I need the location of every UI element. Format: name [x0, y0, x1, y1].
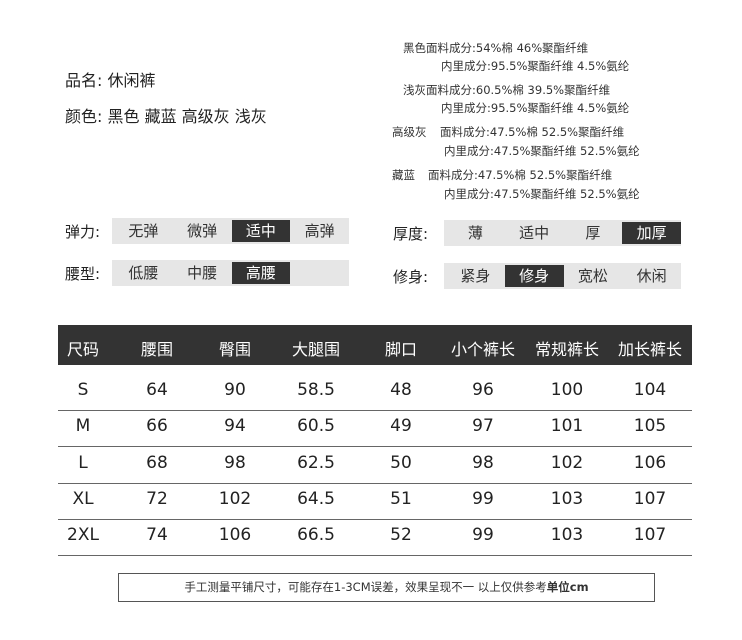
- attribute-option: 薄: [467, 224, 483, 242]
- composition-lining: 内里成分:47.5%聚酯纤维 52.5%氨纶: [444, 187, 640, 201]
- attribute-options: 紧身 修身 宽松 休闲: [444, 263, 681, 289]
- column-header: 尺码: [66, 340, 100, 359]
- product-name: 品名: 休闲裤: [65, 67, 156, 91]
- table-cell: 100: [550, 380, 584, 400]
- column-header: 小个裤长: [450, 340, 516, 359]
- table-cell: 68: [146, 452, 168, 473]
- column-header: 臀围: [218, 340, 252, 359]
- table-cell: 104: [633, 380, 667, 400]
- composition-outer: 面料成分:47.5%棉 52.5%聚酯纤维: [428, 168, 613, 182]
- color-value: 黑色 藏蓝 高级灰 浅灰: [107, 107, 267, 126]
- row-divider: [58, 410, 692, 411]
- row-divider: [58, 518, 692, 520]
- attribute-option: 微弹: [187, 222, 218, 240]
- attribute-option: [290, 262, 349, 284]
- table-cell: M: [75, 416, 91, 437]
- row-divider: [58, 482, 692, 484]
- composition-color: 浅灰: [403, 83, 426, 97]
- composition-outer: 面料成分:60.5%棉 39.5%聚酯纤维: [426, 83, 611, 97]
- attribute-label: 腰型:: [65, 265, 101, 283]
- table-cell: 72: [146, 488, 168, 509]
- attribute-option: 高弹: [304, 222, 335, 240]
- column-header: 脚口: [384, 340, 418, 359]
- table-cell: 50: [390, 452, 412, 473]
- table-cell: 102: [550, 452, 584, 473]
- attribute-option: 无弹: [128, 222, 159, 240]
- table-cell: 106: [218, 525, 252, 546]
- attribute-option: 适中: [231, 220, 291, 242]
- table-cell: 99: [472, 525, 494, 546]
- table-cell: 90: [224, 380, 246, 400]
- product-colors: 颜色: 黑色 藏蓝 高级灰 浅灰: [65, 103, 267, 127]
- attribute-option: 宽松: [577, 267, 608, 285]
- composition-outer: 面料成分:47.5%棉 52.5%聚酯纤维: [440, 125, 625, 139]
- table-cell: 96: [472, 380, 494, 400]
- attribute-options: 薄 适中 厚 加厚: [444, 220, 681, 246]
- table-cell: 66: [146, 416, 168, 437]
- table-cell: 97: [472, 416, 494, 437]
- attribute-option: 中腰: [187, 264, 218, 282]
- table-cell: 98: [472, 452, 494, 473]
- composition-lining: 内里成分:95.5%聚酯纤维 4.5%氨纶: [441, 101, 630, 115]
- attribute-option: 紧身: [460, 267, 491, 285]
- note-unit: 单位cm: [546, 580, 589, 594]
- table-cell: 74: [146, 525, 168, 546]
- table-cell: 103: [550, 525, 584, 546]
- table-cell: 60.5: [297, 416, 335, 437]
- attribute-option: 低腰: [128, 264, 159, 282]
- table-cell: 48: [390, 380, 412, 400]
- table-cell: 64: [146, 380, 168, 400]
- attribute-option: 休闲: [636, 267, 667, 285]
- table-cell: 49: [390, 416, 412, 437]
- table-cell: 107: [633, 525, 667, 546]
- attribute-option: 加厚: [622, 222, 681, 244]
- table-cell: 103: [550, 488, 584, 509]
- attribute-label: 厚度:: [393, 225, 429, 243]
- table-cell: 52: [390, 525, 412, 546]
- table-cell: 58.5: [297, 380, 335, 400]
- composition-color: 高级灰: [392, 125, 427, 139]
- composition-outer: 面料成分:54%棉 46%聚酯纤维: [426, 41, 589, 55]
- table-cell: 64.5: [297, 488, 335, 509]
- composition-color: 藏蓝: [392, 168, 415, 182]
- color-label: 颜色:: [65, 107, 103, 126]
- composition-lining: 内里成分:95.5%聚酯纤维 4.5%氨纶: [441, 59, 630, 73]
- row-divider: [58, 446, 692, 448]
- table-cell: S: [77, 380, 89, 400]
- table-cell: 106: [633, 452, 667, 473]
- table-cell: 66.5: [297, 525, 335, 546]
- attribute-option: 高腰: [231, 262, 291, 284]
- table-cell: 62.5: [297, 452, 335, 473]
- table-cell: 51: [390, 488, 412, 509]
- row-divider: [58, 555, 692, 557]
- table-cell: 99: [472, 488, 494, 509]
- table-cell: L: [78, 452, 88, 473]
- name-value: 休闲裤: [107, 71, 156, 90]
- composition-lining: 内里成分:47.5%聚酯纤维 52.5%氨纶: [444, 144, 640, 158]
- attribute-option: 修身: [504, 265, 564, 287]
- table-cell: 102: [218, 488, 252, 509]
- table-header: [58, 325, 692, 365]
- attribute-label: 弹力:: [65, 223, 101, 241]
- column-header: 加长裤长: [617, 340, 683, 359]
- attribute-option: 厚: [585, 224, 601, 242]
- attribute-label: 修身:: [393, 268, 429, 286]
- composition-color: 黑色: [403, 41, 426, 55]
- attribute-options: 低腰 中腰 高腰: [112, 260, 349, 286]
- attribute-option: 适中: [519, 224, 550, 242]
- table-cell: 101: [550, 416, 584, 437]
- note-text: 手工测量平铺尺寸，可能存在1-3CM误差，效果呈现不一 以上仅供参考: [184, 580, 547, 594]
- table-cell: 107: [633, 488, 667, 509]
- measurement-note: 手工测量平铺尺寸，可能存在1-3CM误差，效果呈现不一 以上仅供参考单位cm: [118, 573, 655, 602]
- column-header: 常规裤长: [534, 340, 600, 359]
- attribute-options: 无弹 微弹 适中 高弹: [112, 218, 349, 244]
- column-header: 大腿围: [291, 340, 341, 359]
- table-cell: 98: [224, 452, 246, 473]
- name-label: 品名:: [65, 71, 103, 90]
- table-cell: 105: [633, 416, 667, 437]
- table-cell: 2XL: [67, 525, 99, 546]
- table-cell: 94: [224, 416, 246, 437]
- column-header: 腰围: [140, 340, 174, 359]
- table-cell: XL: [72, 488, 94, 509]
